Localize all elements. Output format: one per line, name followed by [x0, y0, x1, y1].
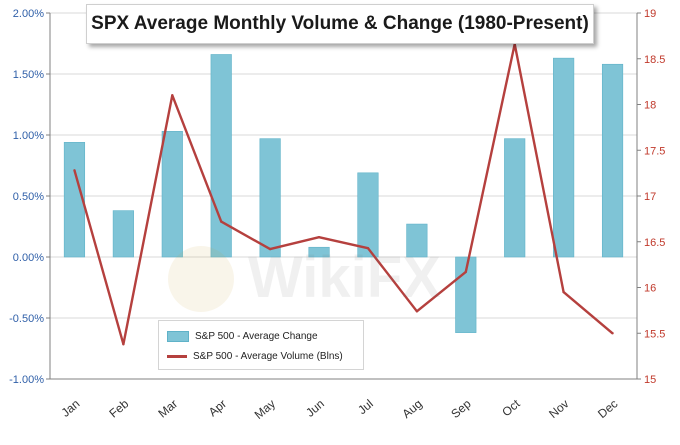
bar-nov — [553, 57, 575, 258]
legend-swatch-line — [167, 354, 187, 358]
bar-jul — [357, 172, 379, 258]
x-axis-tick-label: Nov — [546, 397, 571, 421]
x-axis-tick-label: Jan — [59, 397, 83, 420]
volume-point-jan — [73, 169, 76, 172]
left-axis-tick-label: 0.00% — [13, 252, 44, 264]
bar-mar — [161, 131, 183, 258]
volume-line — [73, 42, 614, 346]
x-axis-tick-label: May — [252, 397, 278, 422]
volume-point-may — [268, 247, 272, 251]
right-axis-tick-label: 18 — [644, 100, 656, 112]
left-axis-tick-label: 1.50% — [13, 69, 44, 81]
x-axis-tick-label: Aug — [399, 397, 424, 421]
legend: S&P 500 - Average Change S&P 500 - Avera… — [158, 320, 364, 370]
x-axis-tick-label: Feb — [106, 396, 131, 420]
right-axis-tick-label: 17.5 — [644, 145, 665, 157]
axes — [46, 12, 641, 380]
volume-point-sep — [464, 270, 467, 274]
chart-title-box: SPX Average Monthly Volume & Change (198… — [86, 4, 594, 44]
left-axis-tick-label: 2.00% — [13, 8, 44, 20]
left-axis-tick-label: 0.50% — [13, 191, 44, 203]
x-axis-tick-label: Mar — [155, 397, 180, 421]
volume-point-aug — [415, 310, 419, 313]
left-axis-tick-label: -1.00% — [9, 374, 44, 386]
legend-swatch-bar — [167, 330, 189, 342]
x-axis-tick-label: Dec — [595, 397, 620, 421]
bar-jun — [308, 246, 330, 258]
right-axis-tick-label: 15.5 — [644, 328, 665, 340]
right-axis-tick-label: 19 — [644, 8, 656, 20]
volume-point-dec — [611, 332, 614, 335]
bar-feb — [112, 210, 134, 258]
x-axis-tick-label: Oct — [499, 396, 523, 419]
volume-point-jun — [317, 235, 321, 239]
right-axis-tick-label: 16 — [644, 283, 656, 295]
volume-point-mar — [171, 94, 174, 97]
right-axis-tick-label: 15 — [644, 374, 656, 386]
bar-dec — [601, 63, 624, 258]
right-axis-tick-label: 18.5 — [644, 54, 665, 66]
legend-label-change: S&P 500 - Average Change — [195, 330, 318, 342]
right-axis-tick-label: 16.5 — [644, 237, 665, 249]
left-axis-tick-label: -0.50% — [9, 313, 44, 325]
x-axis-tick-label: Jul — [355, 397, 376, 418]
x-axis-tick-label: Jun — [303, 397, 327, 420]
volume-point-nov — [562, 290, 565, 294]
bar-jan — [63, 142, 86, 258]
legend-label-volume: S&P 500 - Average Volume (Blns) — [193, 350, 343, 362]
left-axis-tick-label: 1.00% — [13, 130, 44, 142]
legend-item-change: S&P 500 - Average Change — [167, 328, 318, 344]
line-series — [73, 42, 614, 346]
volume-point-jul — [366, 246, 370, 250]
bar-may — [259, 138, 281, 258]
x-axis-tick-label: Apr — [206, 397, 229, 420]
chart-title: SPX Average Monthly Volume & Change (198… — [91, 13, 589, 34]
gridlines — [50, 12, 637, 380]
bar-oct — [504, 138, 526, 258]
volume-point-apr — [220, 220, 223, 223]
x-axis-tick-label: Sep — [448, 396, 474, 421]
volume-point-feb — [122, 343, 125, 346]
right-axis-tick-label: 17 — [644, 191, 656, 203]
bar-aug — [406, 223, 428, 258]
legend-item-volume: S&P 500 - Average Volume (Blns) — [167, 348, 343, 364]
